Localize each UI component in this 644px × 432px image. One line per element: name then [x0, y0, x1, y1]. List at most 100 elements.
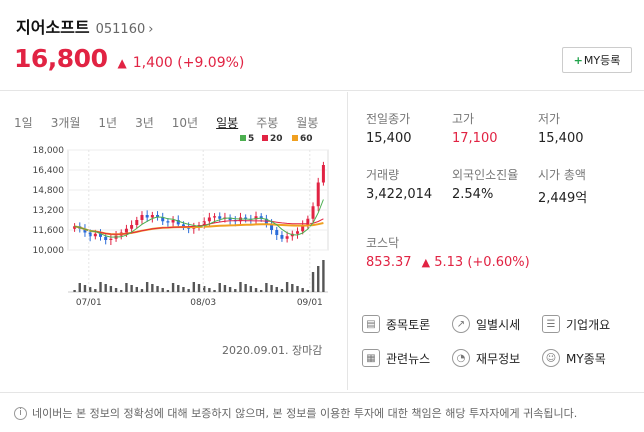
y-tick-label: 13,200: [33, 206, 65, 216]
volume-bar: [99, 282, 102, 292]
candle-body: [213, 216, 217, 218]
volume-bar: [260, 290, 263, 292]
stat-market-cap: 시가 총액 2,449억: [538, 168, 587, 206]
tab-3m[interactable]: 3개월: [50, 116, 81, 130]
index-change: 5.13 (+0.60%): [434, 255, 530, 270]
link-financials[interactable]: ◔ 재무정보: [452, 349, 520, 367]
tab-daily[interactable]: 일봉: [216, 116, 239, 130]
link-label: 기업개요: [566, 317, 611, 332]
volume-bar: [166, 290, 170, 292]
candle-body: [228, 217, 232, 220]
volume-bar: [182, 287, 185, 292]
link-news[interactable]: ▦ 관련뉴스: [362, 349, 430, 367]
x-tick-label: 07/01: [76, 298, 102, 308]
tab-10y[interactable]: 10년: [171, 116, 199, 130]
candle-body: [254, 216, 258, 220]
price-chart[interactable]: 18,000 16,400 14,800 13,200 11,600 10,000 5 20 6…: [22, 130, 332, 314]
tab-1y[interactable]: 1년: [98, 116, 118, 130]
stat-label: 거래량: [366, 168, 400, 182]
stat-foreign: 외국인소진율 2.54%: [452, 168, 524, 202]
volume-bar: [109, 286, 113, 292]
stat-value: 2.54%: [452, 187, 494, 202]
link-label: 관련뉴스: [386, 351, 431, 366]
stat-value: 15,400: [538, 131, 584, 146]
discussion-icon: ▤: [362, 315, 380, 333]
volume-bar: [306, 290, 310, 292]
stat-low: 저가 15,400: [538, 112, 584, 146]
volume-bar: [218, 283, 221, 292]
volume-bar: [301, 288, 304, 292]
tab-weekly[interactable]: 주봉: [256, 116, 279, 130]
link-daily-price[interactable]: ↗ 일별시세: [452, 315, 520, 333]
candle-body: [176, 220, 180, 225]
document-icon: ☰: [542, 315, 560, 333]
volume-bar: [223, 285, 227, 292]
tab-1d[interactable]: 1일: [14, 116, 33, 130]
clock-icon: ◔: [452, 349, 470, 367]
candle-body: [93, 233, 97, 237]
link-label: 재무정보: [476, 351, 521, 366]
candle-body: [124, 228, 128, 233]
volume-bar: [125, 283, 128, 292]
candle-body: [150, 215, 154, 218]
chart-svg: 18,000 16,400 14,800 13,200 11,600 10,000 5 20 6…: [33, 134, 329, 308]
candle-body: [275, 230, 279, 235]
stat-label: 고가: [452, 112, 475, 126]
volume-bar: [197, 284, 201, 292]
stock-code: 051160: [95, 22, 146, 37]
plus-icon: +: [573, 53, 583, 67]
x-tick-label: 09/01: [297, 298, 323, 308]
my-register-label: MY등록: [583, 54, 621, 67]
candle-body: [140, 215, 144, 220]
stat-prev-close: 전일종가 15,400: [366, 112, 412, 146]
volume-bar: [120, 290, 123, 292]
tab-monthly[interactable]: 월봉: [296, 116, 319, 130]
stat-high: 고가 17,100: [452, 112, 498, 146]
volume-bar: [83, 285, 87, 292]
stat-label: 외국인소진율: [452, 168, 519, 182]
volume-bar: [275, 287, 278, 292]
candle-body: [285, 236, 289, 239]
info-icon: i: [14, 406, 27, 420]
ma5-line: [74, 199, 324, 238]
candle-body: [161, 217, 165, 222]
stock-name[interactable]: 지어소프트: [16, 18, 90, 37]
volume-bar: [73, 290, 76, 292]
volume-bar: [104, 284, 107, 292]
volume-bar: [234, 289, 237, 292]
link-company-overview[interactable]: ☰ 기업개요: [542, 315, 610, 333]
legend-label: 20: [270, 134, 283, 144]
chevron-right-icon[interactable]: ›: [148, 22, 154, 37]
candle-body: [135, 220, 139, 225]
link-discussion[interactable]: ▤ 종목토론: [362, 315, 430, 333]
stat-value: 15,400: [366, 131, 412, 146]
volume-bar: [156, 286, 159, 292]
volume-bar: [208, 288, 211, 292]
user-icon: ☺: [542, 349, 560, 367]
volume-bar: [239, 282, 242, 292]
index-kosdaq: 코스닥 853.37 ▲ 5.13 (+0.60%): [366, 236, 530, 270]
volume-bar: [130, 285, 133, 292]
candle-body: [145, 215, 149, 218]
volume-bar: [317, 266, 320, 292]
divider: [0, 90, 644, 91]
stat-label: 시가 총액: [538, 168, 586, 182]
volume-bar: [192, 282, 196, 292]
link-my-stocks[interactable]: ☺ MY종목: [542, 349, 606, 367]
link-label: 일별시세: [476, 317, 521, 332]
stock-header[interactable]: 지어소프트 051160 ›: [16, 14, 153, 38]
volume-bar: [94, 289, 97, 292]
tab-3y[interactable]: 3년: [135, 116, 154, 130]
my-register-button[interactable]: + MY등록: [562, 47, 632, 73]
candle-body: [295, 231, 299, 234]
index-value-row: 853.37 ▲ 5.13 (+0.60%): [366, 255, 530, 270]
candle-body: [270, 223, 274, 230]
volume-bar: [88, 287, 92, 292]
volume-bar: [265, 283, 268, 292]
price-box: 16,800 ▲ 1,400 (+9.09%): [14, 44, 244, 73]
candle-body: [280, 235, 284, 239]
index-value: 853.37: [366, 255, 412, 270]
x-tick-label: 08/03: [190, 298, 216, 308]
volume-bar: [254, 288, 258, 292]
candle-body: [99, 233, 103, 237]
